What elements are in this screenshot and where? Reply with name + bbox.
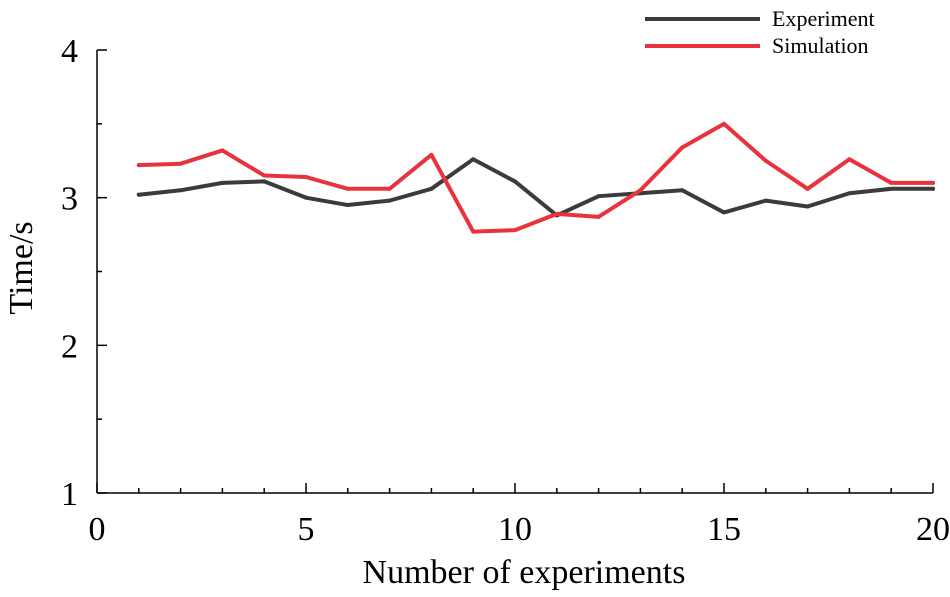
data-point-simulation	[680, 145, 685, 150]
tick-labels: 0 5 10 15 20 1 2 3 4	[61, 33, 950, 548]
data-point-experiment	[680, 188, 685, 193]
y-tick-label: 4	[61, 33, 78, 70]
data-point-simulation	[471, 229, 476, 234]
data-point-experiment	[596, 194, 601, 199]
data-point-simulation	[513, 228, 517, 233]
series-line-simulation	[136, 121, 935, 234]
data-point-experiment	[345, 203, 350, 208]
data-point-simulation	[429, 152, 434, 157]
data-point-simulation	[136, 163, 141, 168]
data-point-simulation	[889, 180, 894, 185]
data-point-simulation	[596, 214, 601, 219]
data-point-simulation	[763, 158, 768, 163]
data-point-simulation	[805, 186, 810, 191]
data-point-experiment	[722, 210, 726, 215]
data-point-experiment	[387, 198, 392, 203]
data-point-experiment	[304, 195, 308, 200]
data-point-simulation	[722, 121, 726, 126]
axes	[96, 50, 933, 494]
data-point-experiment	[805, 204, 810, 209]
series-line-experiment	[136, 157, 935, 218]
y-tick-label: 1	[61, 476, 78, 513]
ticks	[96, 49, 934, 494]
data-point-experiment	[847, 191, 852, 196]
x-tick-label: 10	[498, 511, 532, 548]
legend-label-experiment: Experiment	[772, 6, 875, 31]
data-point-simulation	[304, 174, 308, 179]
data-point-simulation	[345, 186, 350, 191]
y-axis-title: Time/s	[3, 221, 40, 314]
y-tick-label: 3	[61, 181, 78, 218]
data-point-experiment	[471, 157, 476, 162]
data-point-simulation	[387, 186, 392, 191]
data-point-simulation	[847, 157, 852, 162]
data-point-experiment	[513, 179, 517, 184]
data-point-simulation	[262, 173, 267, 178]
data-point-experiment	[262, 179, 267, 184]
data-point-experiment	[763, 198, 768, 203]
data-point-simulation	[554, 211, 559, 216]
data-point-simulation	[220, 148, 225, 153]
x-axis-title: Number of experiments	[363, 554, 686, 591]
data-point-experiment	[178, 188, 183, 193]
y-tick-label: 2	[61, 328, 78, 365]
x-tick-label: 0	[89, 511, 106, 548]
x-tick-label: 20	[916, 511, 950, 548]
data-point-simulation	[638, 188, 643, 193]
x-tick-label: 15	[707, 511, 741, 548]
data-point-simulation	[931, 180, 935, 185]
data-point-simulation	[178, 161, 183, 166]
data-point-experiment	[889, 186, 894, 191]
data-point-experiment	[429, 186, 434, 191]
data-point-experiment	[931, 186, 935, 191]
series-lines	[136, 121, 935, 234]
x-tick-label: 5	[298, 511, 315, 548]
legend-label-simulation: Simulation	[772, 33, 869, 58]
data-point-experiment	[220, 180, 225, 185]
data-point-experiment	[136, 192, 141, 197]
